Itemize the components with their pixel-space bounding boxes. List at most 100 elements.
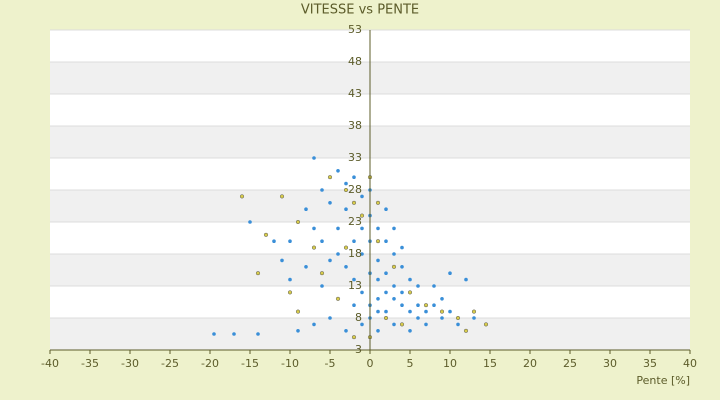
- x-tick-label: 20: [523, 357, 537, 370]
- point: [328, 316, 332, 320]
- point: [335, 296, 341, 301]
- x-tick-label: -15: [241, 357, 259, 370]
- point: [424, 309, 428, 314]
- y-tick-label: 33: [348, 151, 362, 164]
- point: [384, 290, 388, 295]
- point: [416, 303, 420, 308]
- point: [212, 332, 216, 336]
- point: [360, 322, 364, 327]
- point: [295, 309, 301, 314]
- x-tick-label: 15: [483, 357, 497, 370]
- chart-title: VITESSE vs PENTE: [301, 3, 419, 18]
- point: [456, 322, 460, 327]
- point: [336, 169, 340, 173]
- x-tick-label: -20: [201, 357, 219, 370]
- point: [360, 226, 364, 231]
- point: [432, 284, 436, 288]
- y-tick-label: 43: [348, 87, 362, 100]
- point: [416, 284, 420, 288]
- point: [343, 245, 349, 250]
- point: [232, 332, 236, 336]
- x-tick-label: -40: [41, 357, 59, 370]
- point: [400, 265, 404, 269]
- point: [352, 303, 356, 308]
- point: [288, 277, 292, 282]
- point: [376, 258, 380, 263]
- point: [351, 335, 357, 340]
- point: [416, 316, 420, 320]
- point: [312, 226, 316, 231]
- point: [343, 187, 349, 193]
- point: [384, 271, 388, 276]
- point: [472, 316, 476, 320]
- point: [304, 207, 308, 211]
- point: [344, 329, 348, 333]
- point: [320, 284, 324, 288]
- point: [360, 290, 364, 295]
- point: [328, 201, 332, 205]
- point: [376, 297, 380, 301]
- point: [328, 258, 332, 263]
- point: [352, 277, 356, 282]
- x-tick-label: 30: [603, 357, 617, 370]
- point: [359, 213, 365, 218]
- point: [287, 290, 293, 295]
- point: [392, 322, 396, 327]
- point: [392, 297, 396, 301]
- y-tick-label: 48: [348, 55, 362, 68]
- point: [463, 328, 469, 333]
- x-tick-label: -5: [325, 357, 336, 370]
- point: [351, 200, 357, 205]
- point: [448, 271, 452, 276]
- point: [400, 290, 404, 295]
- point: [407, 290, 413, 295]
- point: [440, 297, 444, 301]
- point: [375, 239, 381, 244]
- point: [256, 332, 260, 336]
- point: [352, 239, 356, 243]
- point: [392, 252, 396, 256]
- point: [376, 277, 380, 282]
- y-tick-label: 53: [348, 23, 362, 36]
- point: [483, 322, 489, 327]
- point: [312, 322, 316, 327]
- y-tick-label: 38: [348, 119, 362, 132]
- point: [360, 194, 364, 199]
- point: [448, 309, 452, 314]
- point: [360, 252, 364, 256]
- point: [423, 303, 429, 308]
- point: [344, 207, 348, 211]
- point: [344, 265, 348, 269]
- point: [288, 239, 292, 243]
- point: [280, 258, 284, 263]
- point: [464, 277, 468, 282]
- point: [392, 226, 396, 231]
- point: [311, 245, 317, 250]
- point: [376, 226, 380, 231]
- x-tick-label: 10: [443, 357, 457, 370]
- x-tick-label: -35: [81, 357, 99, 370]
- point: [439, 309, 445, 314]
- point: [408, 309, 412, 314]
- y-tick-label: 3: [355, 343, 362, 356]
- point: [272, 239, 276, 243]
- point: [432, 303, 436, 308]
- point: [384, 309, 388, 314]
- point: [255, 271, 261, 276]
- point: [304, 265, 308, 269]
- point: [384, 207, 388, 211]
- point: [391, 264, 397, 269]
- point: [424, 322, 428, 327]
- point: [383, 315, 389, 321]
- point: [336, 226, 340, 231]
- x-tick-label: 5: [407, 357, 414, 370]
- y-tick-label: 28: [348, 183, 362, 196]
- x-axis-title: Pente [%]: [636, 374, 690, 387]
- point: [239, 194, 245, 199]
- x-tick-label: 0: [367, 357, 374, 370]
- point: [408, 277, 412, 282]
- point: [248, 220, 252, 224]
- point: [440, 316, 444, 320]
- point: [392, 284, 396, 288]
